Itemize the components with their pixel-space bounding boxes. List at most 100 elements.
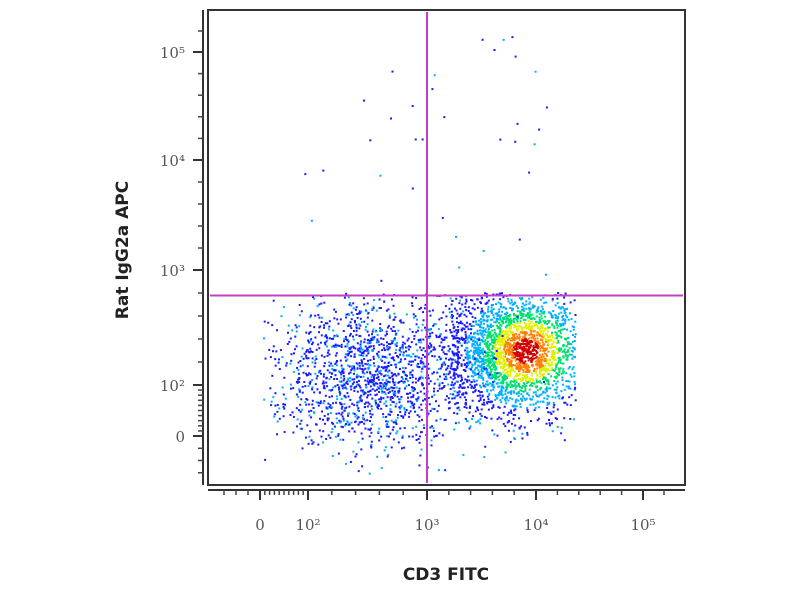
event-dot — [429, 335, 432, 338]
event-dot — [435, 334, 438, 337]
event-dot — [536, 347, 539, 350]
event-dot — [541, 327, 544, 329]
event-dot — [562, 315, 565, 317]
event-dot — [440, 365, 443, 368]
event-dot — [546, 323, 548, 326]
event-dot — [413, 387, 415, 390]
event-dot — [357, 407, 360, 410]
event-dot — [312, 407, 315, 409]
event-dot — [392, 304, 395, 307]
event-dot — [469, 425, 472, 428]
event-dot — [295, 407, 298, 410]
event-dot — [535, 345, 538, 348]
event-dot — [349, 347, 352, 350]
event-dot — [533, 368, 536, 370]
event-dot — [479, 332, 482, 335]
event-dot — [366, 341, 369, 344]
event-dot — [468, 379, 471, 382]
event-dot — [332, 337, 334, 340]
event-dot — [470, 368, 472, 371]
event-dot — [502, 306, 505, 309]
event-dot — [401, 344, 404, 347]
event-dot — [532, 378, 535, 381]
event-dot — [350, 369, 353, 371]
event-dot — [504, 399, 507, 402]
event-dot — [284, 403, 287, 406]
event-dot — [398, 390, 401, 392]
event-dot — [270, 404, 273, 407]
event-dot — [354, 455, 357, 458]
event-dot — [427, 346, 430, 348]
event-dot — [557, 395, 560, 398]
event-dot — [384, 366, 386, 369]
x-tick-label: 10² — [295, 516, 320, 534]
event-dot — [527, 381, 530, 383]
event-dot — [376, 340, 379, 343]
event-dot — [365, 310, 368, 313]
event-dot — [547, 395, 550, 398]
event-dot — [378, 391, 381, 393]
event-dot — [444, 305, 447, 308]
event-dot — [449, 393, 452, 396]
event-dot — [555, 348, 558, 351]
event-dot — [322, 418, 324, 421]
event-dot — [547, 373, 550, 376]
event-dot — [572, 366, 575, 369]
event-dot — [511, 349, 514, 352]
event-dot — [565, 345, 568, 348]
event-dot — [342, 375, 345, 378]
event-dot — [326, 369, 329, 372]
event-dot — [467, 364, 470, 367]
y-axis-label: Rat IgG2a APC — [113, 181, 133, 319]
event-dot — [558, 374, 561, 377]
event-dot — [436, 378, 439, 381]
event-dot — [271, 374, 274, 377]
event-dot — [528, 388, 531, 391]
event-dot — [470, 299, 472, 301]
event-dot — [350, 327, 353, 330]
event-dot — [574, 314, 577, 316]
event-dot — [568, 396, 571, 399]
event-dot — [382, 337, 385, 340]
event-dot — [287, 331, 289, 334]
event-dot — [263, 337, 265, 340]
event-dot — [367, 311, 370, 314]
event-dot — [541, 347, 544, 349]
event-dot — [341, 415, 344, 418]
event-dot — [534, 340, 537, 343]
event-dot — [558, 347, 561, 350]
event-dot — [481, 339, 483, 342]
event-dot — [451, 316, 454, 319]
event-dot — [370, 405, 373, 408]
event-dot — [456, 340, 459, 343]
event-dot — [505, 363, 508, 366]
event-dot — [462, 369, 465, 371]
event-dot — [345, 338, 348, 341]
event-dot — [297, 369, 300, 371]
event-dot — [529, 316, 531, 319]
event-dot — [509, 440, 512, 443]
event-dot — [334, 362, 337, 365]
event-dot — [468, 356, 471, 359]
event-dot — [550, 375, 553, 378]
event-dot — [556, 302, 559, 305]
event-dot — [291, 411, 294, 414]
event-dot — [422, 347, 425, 350]
event-dot — [340, 407, 343, 410]
event-dot — [397, 381, 400, 384]
event-dot — [480, 352, 483, 355]
event-dot — [501, 310, 504, 313]
event-dot — [349, 321, 352, 324]
event-dot — [385, 385, 387, 388]
event-dot — [492, 388, 495, 391]
event-dot — [369, 427, 372, 430]
event-dot — [418, 341, 421, 344]
event-dot — [411, 302, 413, 305]
event-dot — [390, 298, 393, 301]
event-dot — [523, 330, 526, 333]
event-dot — [358, 335, 361, 337]
event-dot — [557, 356, 560, 359]
event-dot — [409, 373, 412, 376]
event-dot — [456, 337, 459, 339]
event-dot — [449, 329, 452, 331]
